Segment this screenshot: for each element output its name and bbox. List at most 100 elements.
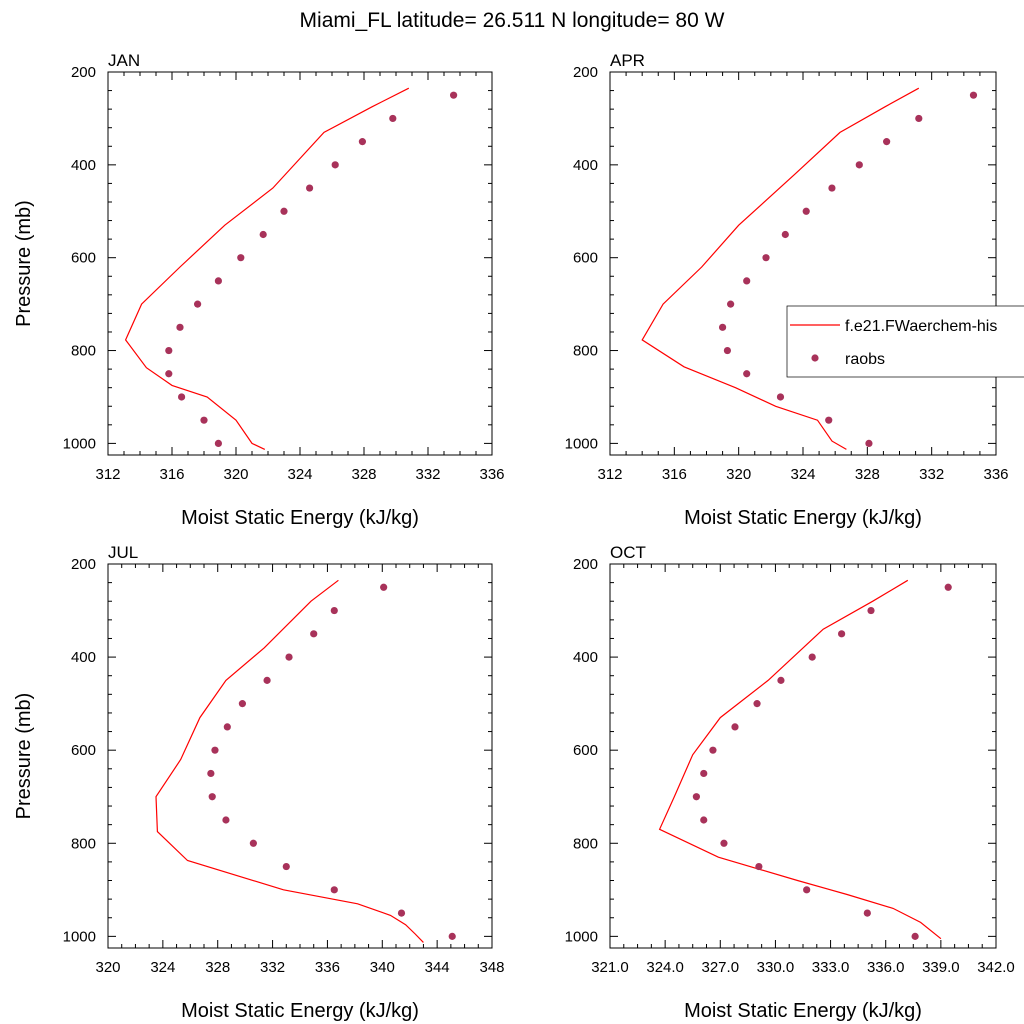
raobs-point [211,746,219,754]
raobs-point [883,138,891,146]
y-tick-label: 800 [573,343,598,360]
x-tick-label: 330.0 [757,959,795,976]
raobs-point [838,630,846,638]
raobs-point [237,254,245,262]
raobs-point [755,862,763,871]
y-tick-label: 1000 [565,928,598,945]
raobs-point [263,676,271,684]
x-tick-label: 312 [95,466,120,483]
raobs-point [214,277,222,285]
raobs-point [969,91,978,99]
raobs-point [720,839,728,847]
x-tick-label: 336 [479,466,504,483]
raobs-point [911,932,919,940]
raobs-point [448,932,456,940]
y-tick-label: 800 [71,835,96,852]
raobs-point [178,393,186,401]
raobs-point [692,793,700,801]
y-tick-label: 600 [573,742,598,759]
y-tick-label: 600 [573,250,598,267]
raobs-point [709,746,717,754]
x-tick-label: 320 [726,466,751,483]
y-tick-label: 600 [71,250,96,267]
raobs-point [214,439,222,447]
x-tick-label: 332 [260,959,285,976]
raobs-point [222,816,230,824]
raobs-point [358,138,366,146]
x-tick-label: 342.0 [977,959,1015,976]
y-tick-label: 400 [573,157,598,174]
raobs-point [165,346,173,355]
panel-jul: JUL 320 324 328 332 336 340 344 348 200 400 600 800 1… [13,543,505,1022]
panel-oct: OCT 321.0 324.0 327.0 330.0 333.0 336.0 339.0 34… [565,543,1015,1022]
raobs-point [280,207,288,215]
x-tick-label: 316 [159,466,184,483]
raobs-point [723,346,732,355]
raobs-point [808,653,816,661]
raobs-point [330,606,338,615]
x-tick-label: 316 [662,466,687,483]
y-tick-label: 400 [71,157,96,174]
figure-title: Miami_FL latitude= 26.511 N longitude= 8… [300,9,725,32]
raobs-point [165,370,173,378]
raobs-point [781,230,789,239]
x-tick-label: 324 [150,959,175,976]
raobs-point [200,416,208,424]
x-tick-label: 312 [597,466,622,483]
raobs-point [825,416,833,424]
panel-jan: JAN 312 316 320 324 328 332 336 200 400 600 800 1000… [13,51,505,529]
x-tick-label: 339.0 [922,959,960,976]
panel-title: JUL [108,543,138,562]
plot-frame [107,71,493,456]
raobs-point [743,370,751,378]
series-line-model [658,579,942,940]
legend-entry-raobs: raobs [845,351,885,368]
raobs-point [194,300,202,308]
raobs-point [802,207,810,215]
panel-title: OCT [610,543,646,562]
raobs-point [855,161,863,169]
raobs-point [310,630,318,638]
y-axis-label: Pressure (mb) [13,200,35,327]
y-tick-label: 200 [573,556,598,573]
raobs-point [718,323,727,331]
raobs-point [863,909,871,917]
x-tick-label: 348 [479,959,504,976]
x-tick-label: 324.0 [646,959,684,976]
y-tick-label: 400 [573,649,598,666]
plot-frame [107,563,493,949]
x-tick-label: 328 [351,466,376,483]
x-axis-label: Moist Static Energy (kJ/kg) [684,507,922,529]
raobs-point [238,700,246,708]
panel-apr: APR 312 316 320 324 328 332 336 200 400 600 800 1000… [565,51,1009,529]
x-tick-label: 321.0 [591,959,629,976]
x-tick-label: 320 [95,959,120,976]
raobs-point [306,184,314,192]
x-tick-label: 340 [370,959,395,976]
panel-title: JAN [108,51,140,70]
raobs-point [777,676,785,684]
x-tick-label: 328 [855,466,880,483]
y-tick-label: 1000 [63,435,96,452]
raobs-point [207,769,215,778]
raobs-point [259,230,267,239]
series-line-model [641,87,920,450]
x-tick-label: 324 [287,466,312,483]
raobs-point [249,839,257,847]
plot-frame [609,563,997,949]
x-axis-label: Moist Static Energy (kJ/kg) [684,1000,922,1022]
raobs-point [762,254,770,262]
raobs-point [285,653,293,661]
raobs-point [727,300,735,308]
raobs-point [944,583,952,591]
x-tick-label: 344 [425,959,450,976]
raobs-point [176,323,184,331]
raobs-point [389,114,397,123]
y-tick-label: 1000 [565,435,598,452]
y-tick-label: 800 [71,343,96,360]
y-tick-label: 200 [71,556,96,573]
x-tick-label: 327.0 [702,959,740,976]
raobs-point [753,700,761,708]
x-tick-label: 320 [223,466,248,483]
